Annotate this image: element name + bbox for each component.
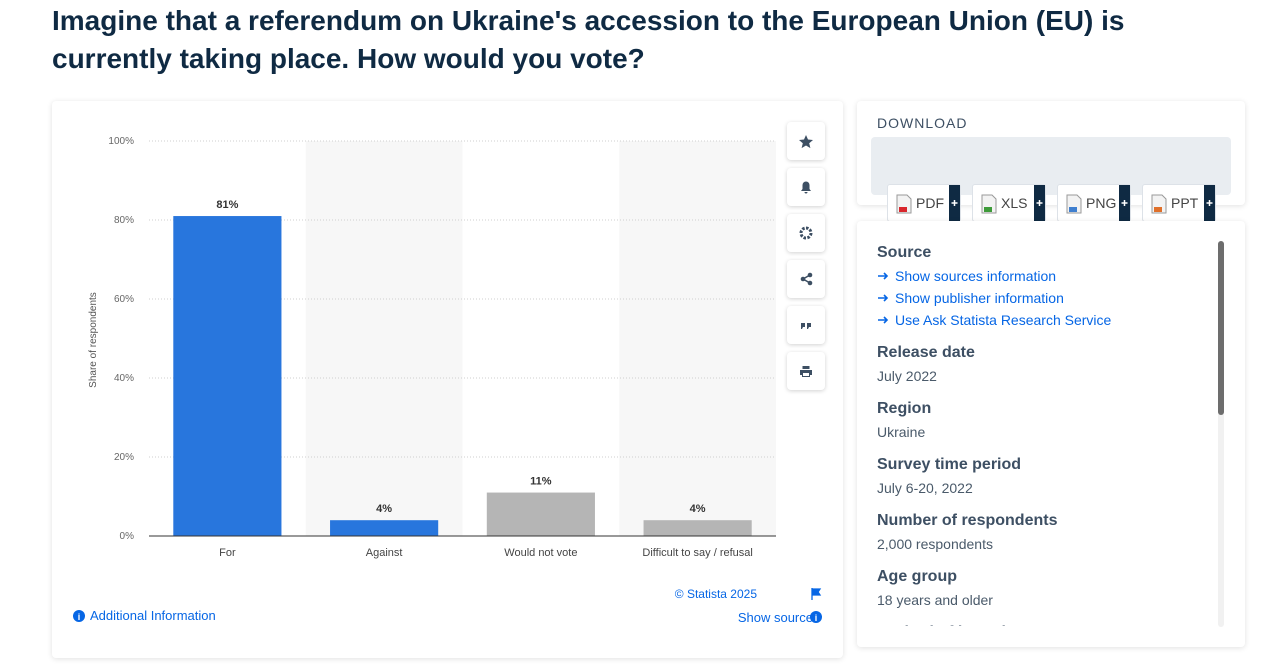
- detail-label: Release date: [877, 344, 975, 361]
- notify-button[interactable]: [787, 168, 825, 206]
- y-tick-label: 80%: [114, 215, 134, 226]
- x-tick-label: Against: [366, 547, 403, 559]
- x-tick-label: Difficult to say / refusal: [642, 547, 752, 559]
- print-icon: [800, 366, 812, 377]
- cite-button[interactable]: [787, 306, 825, 344]
- y-tick-label: 20%: [114, 452, 134, 463]
- details-link-text: Show publisher information: [895, 290, 1064, 306]
- download-format: XLS: [1001, 195, 1028, 211]
- show-source[interactable]: Show source: [738, 610, 813, 625]
- details-link[interactable]: Show publisher information: [877, 287, 1207, 309]
- download-options: PDF XLS PNG PPT: [871, 137, 1231, 222]
- share-icon: [800, 272, 813, 286]
- additional-information[interactable]: Additional Information: [90, 608, 216, 623]
- details-list: Source Show sources information Show publ…: [877, 241, 1207, 626]
- scroll-thumb[interactable]: [1218, 241, 1224, 415]
- download-format: PNG: [1086, 195, 1117, 211]
- source-heading: Source: [877, 244, 932, 261]
- download-icons: [1151, 185, 1215, 221]
- credit[interactable]: © Statista 2025: [675, 587, 758, 601]
- detail-value: 18 years and older: [877, 592, 993, 608]
- download-format: PDF: [916, 195, 944, 211]
- download-format: PPT: [1171, 195, 1199, 211]
- detail-value: July 2022: [877, 368, 937, 384]
- y-tick-label: 60%: [114, 294, 134, 305]
- details-card: Source Show sources information Show publ…: [857, 221, 1245, 647]
- bell-icon: [801, 181, 811, 194]
- settings-button[interactable]: [787, 214, 825, 252]
- info-icon-glyph: i: [78, 612, 81, 622]
- band-shade: [305, 141, 463, 536]
- value-label: 81%: [216, 199, 238, 211]
- quote-icon: [801, 323, 811, 329]
- y-tick-label: 40%: [114, 373, 134, 384]
- download-button[interactable]: XLS: [972, 184, 1046, 222]
- value-label: 4%: [376, 503, 392, 515]
- details-link[interactable]: Show sources information: [877, 265, 1207, 287]
- flag-icon: [811, 588, 822, 600]
- star-icon: [799, 135, 813, 149]
- scroll-track: [1218, 241, 1224, 627]
- detail-label: Age group: [877, 568, 957, 585]
- bar: [330, 520, 439, 536]
- info-icon-glyph: i: [815, 613, 818, 623]
- detail-value: Ukraine: [877, 424, 926, 440]
- value-label: 11%: [530, 476, 552, 488]
- download-button[interactable]: PPT: [1142, 184, 1216, 222]
- detail-label: Method of interview: [877, 621, 1207, 626]
- download-card: DOWNLOAD PDF XLS PNG PPT: [857, 101, 1245, 222]
- arrow-icon: [878, 294, 889, 302]
- page-title: Imagine that a referendum on Ukraine's a…: [52, 5, 1125, 74]
- detail-label: Survey time period: [877, 456, 1022, 473]
- favorite-button[interactable]: [787, 122, 825, 160]
- share-button[interactable]: [787, 260, 825, 298]
- info-icon: [73, 610, 85, 622]
- print-button[interactable]: [787, 352, 825, 390]
- gear-icon: [799, 226, 813, 240]
- arrow-icon: [878, 272, 889, 280]
- download-icons: [981, 185, 1045, 221]
- y-axis-label: Share of respondents: [88, 292, 99, 388]
- value-label: 4%: [690, 503, 706, 515]
- details-link[interactable]: Use Ask Statista Research Service: [877, 309, 1207, 331]
- details-link-text: Show sources information: [895, 268, 1057, 284]
- x-tick-label: Would not vote: [504, 547, 577, 559]
- detail-value: 2,000 respondents: [877, 536, 993, 552]
- download-heading: DOWNLOAD: [877, 115, 968, 131]
- download-icons: [896, 185, 960, 221]
- bar: [486, 492, 595, 536]
- detail-label: Number of respondents: [877, 512, 1058, 529]
- download-button[interactable]: PDF: [887, 184, 961, 222]
- bar: [173, 216, 282, 537]
- chart: Share of respondents © Statista 2025 Sho…: [73, 136, 822, 625]
- bar: [643, 520, 752, 536]
- x-tick-label: For: [219, 547, 236, 559]
- download-icons: [1066, 185, 1130, 221]
- y-tick-label: 100%: [108, 136, 134, 147]
- arrow-icon: [878, 316, 889, 324]
- detail-value: July 6-20, 2022: [877, 480, 973, 496]
- info-icon: [810, 611, 822, 623]
- download-button[interactable]: PNG: [1057, 184, 1131, 222]
- detail-label: Region: [877, 400, 932, 417]
- band-shade: [619, 141, 776, 536]
- chart-card: Share of respondents © Statista 2025 Sho…: [52, 101, 843, 658]
- y-tick-label: 0%: [120, 531, 135, 542]
- details-link-text: Use Ask Statista Research Service: [895, 312, 1112, 328]
